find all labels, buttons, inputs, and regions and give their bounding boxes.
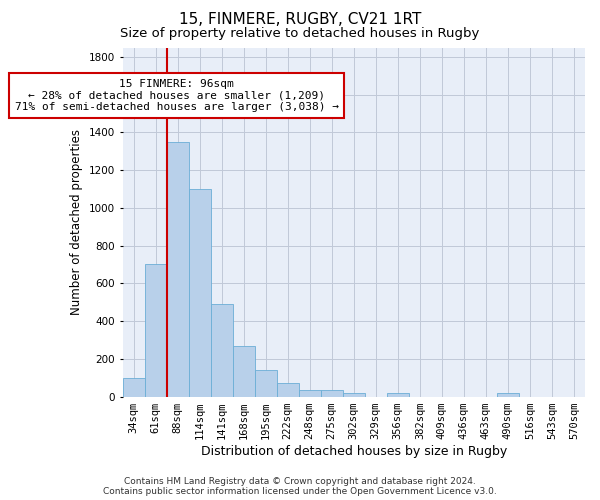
Bar [387, 393, 409, 396]
Bar [233, 346, 254, 397]
Bar [254, 370, 277, 396]
Bar [277, 384, 299, 396]
X-axis label: Distribution of detached houses by size in Rugby: Distribution of detached houses by size … [200, 444, 507, 458]
Bar [211, 304, 233, 396]
Bar [145, 264, 167, 396]
Bar [299, 390, 321, 396]
Bar [497, 393, 519, 396]
Text: Contains HM Land Registry data © Crown copyright and database right 2024.
Contai: Contains HM Land Registry data © Crown c… [103, 476, 497, 496]
Y-axis label: Number of detached properties: Number of detached properties [70, 129, 83, 315]
Bar [167, 142, 188, 397]
Bar [321, 390, 343, 396]
Bar [343, 393, 365, 396]
Text: 15, FINMERE, RUGBY, CV21 1RT: 15, FINMERE, RUGBY, CV21 1RT [179, 12, 421, 28]
Bar [122, 378, 145, 396]
Text: Size of property relative to detached houses in Rugby: Size of property relative to detached ho… [121, 28, 479, 40]
Bar [188, 189, 211, 396]
Text: 15 FINMERE: 96sqm
← 28% of detached houses are smaller (1,209)
71% of semi-detac: 15 FINMERE: 96sqm ← 28% of detached hous… [15, 79, 339, 112]
